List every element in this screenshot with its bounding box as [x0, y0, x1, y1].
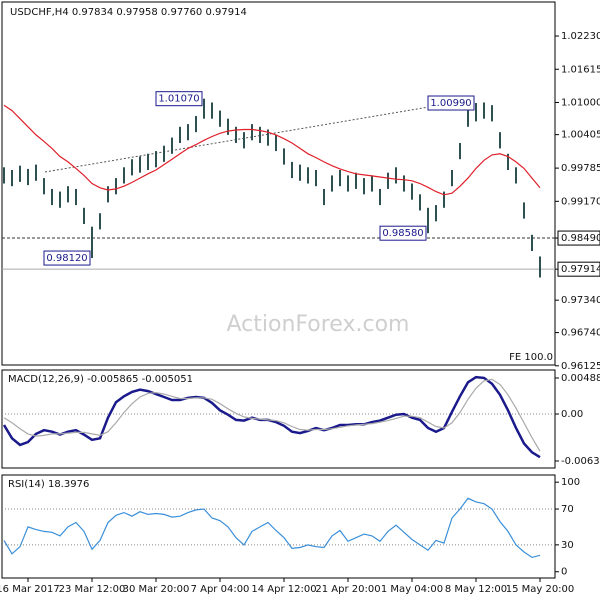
y-tick-label: 1.01615: [561, 64, 600, 75]
x-tick-label: 21 Apr 20:00: [315, 584, 380, 595]
chart-title: USDCHF,H4 0.97834 0.97958 0.97760 0.9791…: [10, 7, 247, 18]
fe-note: FE 100.0: [509, 352, 553, 363]
panel-frame: [1, 369, 556, 469]
y-tick-label: 0.97914: [561, 264, 600, 275]
annotation-label: 0.98580: [382, 228, 423, 239]
x-tick-label: 15 May 20:00: [506, 584, 575, 595]
y-tick-label: -0.006377: [561, 456, 600, 467]
annotation-box: [43, 250, 91, 266]
y-tick-label: 0.99170: [561, 196, 600, 207]
annotation-box: [379, 225, 427, 241]
y-tick-label: 0.004885: [561, 373, 600, 384]
y-tick-label: 0.96125: [561, 361, 600, 372]
y-tick-label: 100: [561, 477, 580, 488]
trend-line: [44, 99, 471, 173]
watermark: ActionForex.com: [227, 312, 410, 337]
y-tick-label: 1.00405: [561, 130, 600, 141]
x-tick-label: 30 Mar 20:00: [123, 584, 190, 595]
x-tick-label: 23 Mar 12:00: [59, 584, 126, 595]
series-line: [3, 104, 541, 196]
x-tick-label: 14 Apr 12:00: [251, 584, 316, 595]
panel-frame: [1, 474, 556, 579]
y-tick-label: 70: [561, 504, 574, 515]
annotation-box: [155, 91, 203, 107]
macd-title: MACD(12,26,9) -0.005865 -0.005051: [8, 374, 193, 385]
y-tick-label: 1.02230: [561, 31, 600, 42]
series-line: [2, 375, 541, 459]
y-tick-label: 0.96740: [561, 328, 600, 339]
tick-label-box: [557, 230, 600, 246]
y-tick-label: 0.97340: [561, 295, 600, 306]
panel-frame: [1, 1, 556, 366]
y-tick-label: 0.98490: [561, 233, 600, 244]
x-tick-label: 7 Apr 04:00: [191, 584, 250, 595]
annotation-label: 0.98120: [46, 253, 87, 264]
rsi-title: RSI(14) 18.3976: [8, 479, 89, 490]
series-line: [3, 378, 541, 452]
x-tick-label: 16 Mar 2017: [0, 584, 60, 595]
tick-label-box: [557, 261, 600, 277]
x-tick-label: 1 May 04:00: [381, 584, 443, 595]
y-tick-label: 1.01000: [561, 97, 600, 108]
annotation-label: 1.01070: [158, 94, 199, 105]
series-line: [3, 497, 541, 559]
y-tick-label: 0.00: [561, 409, 583, 420]
y-tick-label: 30: [561, 540, 574, 551]
annotation-box: [427, 95, 475, 111]
x-tick-label: 8 May 12:00: [445, 584, 507, 595]
y-tick-label: 0: [561, 567, 567, 578]
annotation-label: 1.00990: [430, 98, 471, 109]
y-tick-label: 0.99785: [561, 163, 600, 174]
